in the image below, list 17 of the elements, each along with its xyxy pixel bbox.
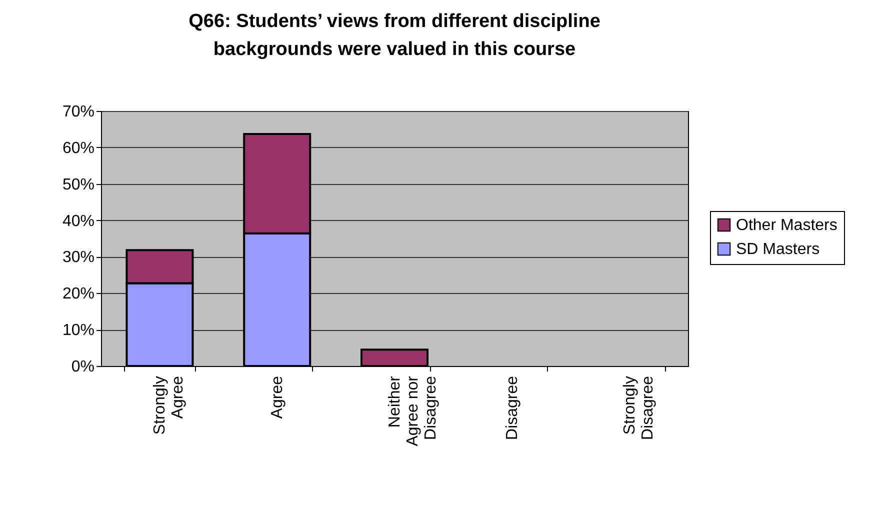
y-tick-label: 60% <box>62 140 94 157</box>
x-tick-label: Agree <box>269 376 286 419</box>
y-tick-label: 10% <box>62 322 94 340</box>
text: Q66: Students’ views from different discipline <box>188 11 600 32</box>
y-tick-label: 30% <box>62 249 94 266</box>
legend-label: SD Masters <box>736 241 820 258</box>
y-tick-label: 40% <box>62 212 94 230</box>
x-tick-label: Neither Agree nor Disagree <box>386 375 440 446</box>
y-tick-label: 70% <box>62 104 94 120</box>
x-tick-label: Strongly Agree <box>152 376 187 435</box>
y-tick-label: 50% <box>62 176 94 194</box>
y-tick-label: 0% <box>71 358 94 376</box>
text: backgrounds were valued in this course <box>213 39 576 60</box>
x-tick-label: Disagree <box>504 376 521 440</box>
legend-label: Other Masters <box>736 217 838 234</box>
y-tick-label: 20% <box>62 286 94 303</box>
x-tick-label: Strongly Disagree <box>621 376 656 440</box>
